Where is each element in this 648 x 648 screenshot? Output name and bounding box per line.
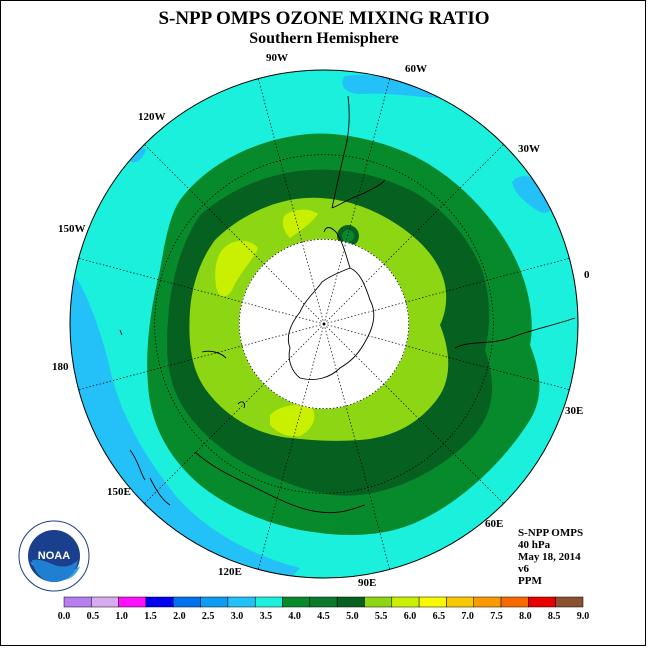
africa-coast — [454, 317, 576, 349]
lon-label-60e: 60E — [485, 518, 503, 530]
colorbar-swatch — [555, 596, 584, 608]
info-level: 40 hPa — [518, 539, 551, 551]
colorbar-tick-label: 2.5 — [202, 611, 215, 622]
colorbar-tick-label: 7.0 — [461, 611, 474, 622]
lon-label-60w: 60W — [405, 63, 427, 75]
colorbar-tick-label: 9.0 — [577, 611, 590, 622]
lon-label-30w: 30W — [518, 143, 540, 155]
colorbar-swatch — [418, 596, 447, 608]
colorbar-tick-label: 3.5 — [260, 611, 273, 622]
lon-label-120e: 120E — [218, 566, 242, 578]
colorbar-tick-label: 4.0 — [288, 611, 301, 622]
noaa-logo: NOAA — [18, 520, 90, 592]
colorbar-swatch — [173, 596, 201, 608]
meridian-line — [257, 323, 325, 570]
meridian-line — [323, 323, 504, 504]
map-boundary — [69, 69, 579, 579]
islands — [119, 329, 245, 409]
lon-label-150e: 150E — [107, 486, 131, 498]
colorbar-tick-label: 1.0 — [115, 611, 128, 622]
noaa-logo-text: NOAA — [38, 550, 70, 562]
australia-coast — [194, 451, 366, 514]
latitude-circle — [238, 238, 410, 410]
latitude-circle — [154, 154, 494, 494]
ozone-contour-30-35-northwest — [128, 148, 146, 163]
antarctic-peninsula — [323, 227, 351, 269]
colorbar-tick-label: 0.0 — [58, 611, 71, 622]
info-units: PPM — [518, 575, 542, 587]
colorbar-swatch — [473, 596, 502, 608]
ozone-contour-30-35-north — [342, 74, 445, 98]
lon-label-90w: 90W — [266, 52, 288, 64]
colorbar-swatch — [364, 596, 393, 608]
colorbar-swatch — [500, 596, 529, 608]
colorbar-tick-label: 3.0 — [231, 611, 244, 622]
meridian-line — [323, 257, 570, 325]
meridian-line — [257, 78, 325, 325]
lon-label-0: 0 — [584, 269, 590, 281]
colorbar-tick-label: 4.5 — [317, 611, 330, 622]
ozone-contour-55-60-a — [215, 240, 258, 297]
lon-label-120w: 120W — [138, 111, 166, 123]
lon-label-30e: 30E — [565, 405, 583, 417]
colorbar-swatch — [336, 596, 365, 608]
longitude-labels: 90W 60W 30W 0 30E 60E 90E 120E 150E 180 … — [52, 52, 590, 589]
colorbar-tick-label: 6.5 — [433, 611, 446, 622]
colorbar-tick-label: 5.0 — [346, 611, 359, 622]
meridian-line — [144, 323, 325, 504]
colorbar-swatch — [528, 596, 556, 608]
colorbar-swatch — [282, 596, 311, 608]
meridian-line — [323, 78, 391, 325]
meridian-line — [323, 323, 570, 391]
meridian-line — [323, 144, 504, 325]
meridian-line — [78, 257, 325, 325]
colorbar-tick-label: 1.5 — [144, 611, 157, 622]
colorbar-tick-label: 8.5 — [548, 611, 561, 622]
info-satellite: S-NPP OMPS — [518, 527, 584, 539]
colorbar-tick-label: 0.5 — [87, 611, 100, 622]
colorbar-tick-label: 7.5 — [490, 611, 503, 622]
colorbar-swatch — [91, 596, 119, 608]
colorbar — [63, 596, 584, 608]
meridian-line — [144, 144, 325, 325]
meridian-line — [323, 323, 391, 570]
colorbar-swatch — [391, 596, 420, 608]
ozone-contour-55-60-c — [270, 404, 315, 437]
map-subtitle: Southern Hemisphere — [249, 30, 399, 47]
lon-label-90e: 90E — [358, 577, 376, 589]
colorbar-tick-label: 2.0 — [173, 611, 186, 622]
colorbar-swatch — [63, 596, 92, 608]
ozone-contour-55-60-b — [282, 209, 318, 238]
colorbar-swatch — [227, 596, 256, 608]
colorbar-swatch — [145, 596, 174, 608]
meridian-line — [78, 323, 325, 391]
colorbar-swatch — [118, 596, 147, 608]
south-america-coast — [331, 95, 386, 209]
colorbar-swatch — [200, 596, 229, 608]
lon-label-150w: 150W — [58, 223, 86, 235]
info-version: v6 — [518, 563, 529, 575]
lon-label-180: 180 — [52, 361, 69, 373]
antarctica-coast — [287, 267, 375, 380]
new-zealand-coast — [129, 449, 171, 506]
colorbar-swatch — [446, 596, 474, 608]
coastlines — [119, 95, 576, 514]
map-title: S-NPP OMPS OZONE MIXING RATIO — [158, 8, 490, 29]
colorbar-tick-label: 6.0 — [404, 611, 417, 622]
colorbar-tick-labels: 0.0 0.5 1.0 1.5 2.0 2.5 3.0 3.5 4.0 4.5 5.0 5.5 6.0 6… — [58, 611, 590, 622]
colorbar-swatch — [254, 596, 283, 608]
ozone-spot-45-core — [342, 230, 354, 242]
graticule — [78, 78, 570, 570]
colorbar-swatch — [309, 596, 338, 608]
info-date: May 18, 2014 — [518, 551, 581, 563]
colorbar-tick-label: 8.0 — [519, 611, 532, 622]
colorbar-tick-label: 5.5 — [375, 611, 388, 622]
